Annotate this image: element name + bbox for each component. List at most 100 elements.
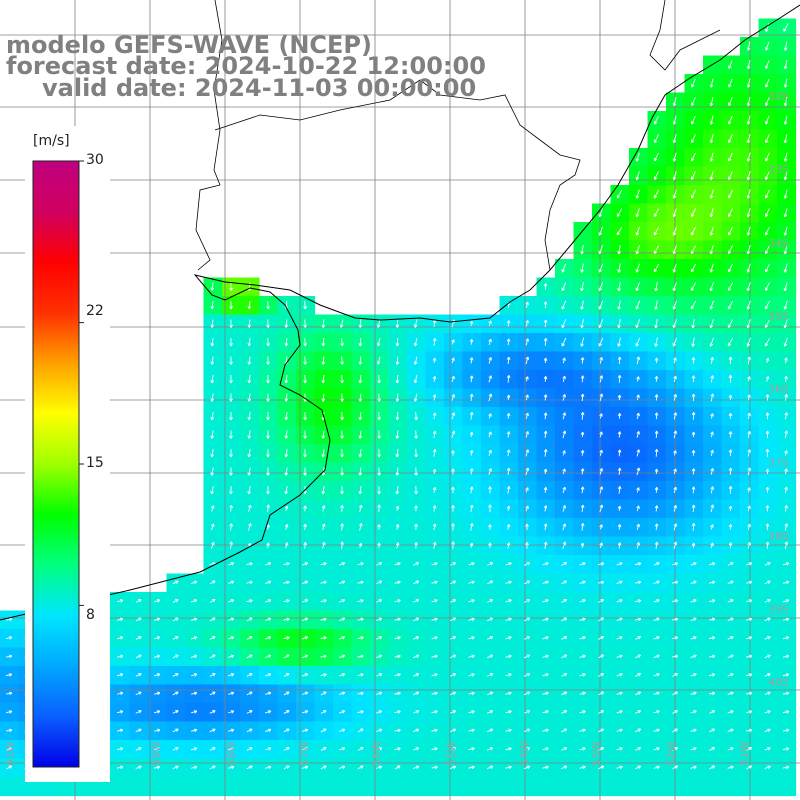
wind-vector <box>653 208 660 217</box>
wind-vector <box>764 300 770 310</box>
wind-vector <box>394 747 401 751</box>
wind-vector <box>414 430 418 439</box>
wind-vector <box>320 580 327 585</box>
wind-vector <box>395 542 400 549</box>
field-cell <box>666 499 686 519</box>
wind-vector <box>228 617 235 622</box>
wind-vector <box>580 263 584 273</box>
field-cell <box>277 351 297 371</box>
field-cell <box>203 425 223 445</box>
field-cell <box>407 610 427 630</box>
field-cell <box>610 740 630 760</box>
wind-vector <box>690 562 697 566</box>
wind-vector <box>654 357 659 364</box>
wind-vector <box>765 505 770 512</box>
wind-vector <box>265 654 272 659</box>
wind-vector <box>671 617 679 622</box>
field-cell <box>703 333 723 353</box>
wind-vector <box>598 636 605 640</box>
wind-vector <box>598 599 604 603</box>
field-cell <box>647 740 667 760</box>
wind-vector <box>782 673 790 677</box>
wind-vector <box>727 654 734 659</box>
field-cell <box>148 647 168 667</box>
field-cell <box>425 777 445 797</box>
field-cell <box>203 703 223 723</box>
field-cell <box>240 481 260 501</box>
wind-vector <box>746 115 751 125</box>
wind-vector <box>450 691 457 696</box>
field-cell <box>333 499 353 519</box>
wind-vector <box>191 636 198 640</box>
wind-vector <box>727 617 734 622</box>
wind-vector <box>579 765 586 770</box>
wind-vector <box>321 505 326 512</box>
wind-vector <box>451 450 455 456</box>
field-cell <box>148 703 168 723</box>
wind-vector <box>303 430 307 439</box>
wind-vector <box>339 580 346 585</box>
field-cell <box>629 425 649 445</box>
wind-vector <box>414 485 418 495</box>
field-cell <box>740 592 760 612</box>
field-cell <box>425 647 445 667</box>
field-cell <box>518 647 538 667</box>
field-cell <box>351 555 371 575</box>
wind-vector <box>321 448 326 458</box>
field-cell <box>277 407 297 427</box>
field-cell <box>259 758 279 778</box>
field-cell <box>647 592 667 612</box>
field-cell <box>666 166 686 186</box>
field-cell <box>444 573 464 593</box>
wind-vector <box>542 765 549 770</box>
field-cell <box>666 259 686 279</box>
wind-vector <box>340 505 344 512</box>
wind-vector <box>673 412 678 420</box>
field-cell <box>777 425 797 445</box>
wind-vector <box>154 599 161 603</box>
field-cell <box>499 777 519 797</box>
field-cell <box>777 203 797 223</box>
field-cell <box>740 333 760 353</box>
wind-vector <box>468 562 475 566</box>
field-cell <box>259 629 279 649</box>
field-cell <box>610 536 630 556</box>
field-cell <box>629 351 649 371</box>
wind-vector <box>690 152 696 162</box>
field-cell <box>481 573 501 593</box>
wind-vector <box>690 245 697 254</box>
wind-vector <box>488 486 492 494</box>
wind-vector <box>303 300 307 310</box>
wind-vector <box>284 467 289 476</box>
field-cell <box>481 425 501 445</box>
wind-vector <box>691 375 696 383</box>
field-cell <box>647 203 667 223</box>
wind-vector <box>358 411 363 421</box>
field-cell <box>370 647 390 667</box>
field-cell <box>425 481 445 501</box>
field-cell <box>370 388 390 408</box>
field-cell <box>555 777 575 797</box>
field-cell <box>462 703 482 723</box>
field-cell <box>684 148 704 168</box>
field-cell <box>592 425 612 445</box>
wind-vector <box>210 430 214 439</box>
field-cell <box>370 684 390 704</box>
field-cell <box>703 388 723 408</box>
wind-vector <box>303 467 307 476</box>
field-cell <box>185 684 205 704</box>
field-cell <box>518 444 538 464</box>
field-cell <box>647 185 667 205</box>
field-cell <box>481 555 501 575</box>
wind-vector <box>246 691 253 696</box>
field-cell <box>111 703 131 723</box>
field-cell <box>592 222 612 242</box>
field-cell <box>592 481 612 501</box>
field-cell <box>647 703 667 723</box>
field-cell <box>333 610 353 630</box>
field-cell <box>740 407 760 427</box>
wind-vector <box>505 710 512 714</box>
wind-vector <box>525 467 530 476</box>
field-cell <box>203 277 223 297</box>
wind-vector <box>525 523 529 530</box>
